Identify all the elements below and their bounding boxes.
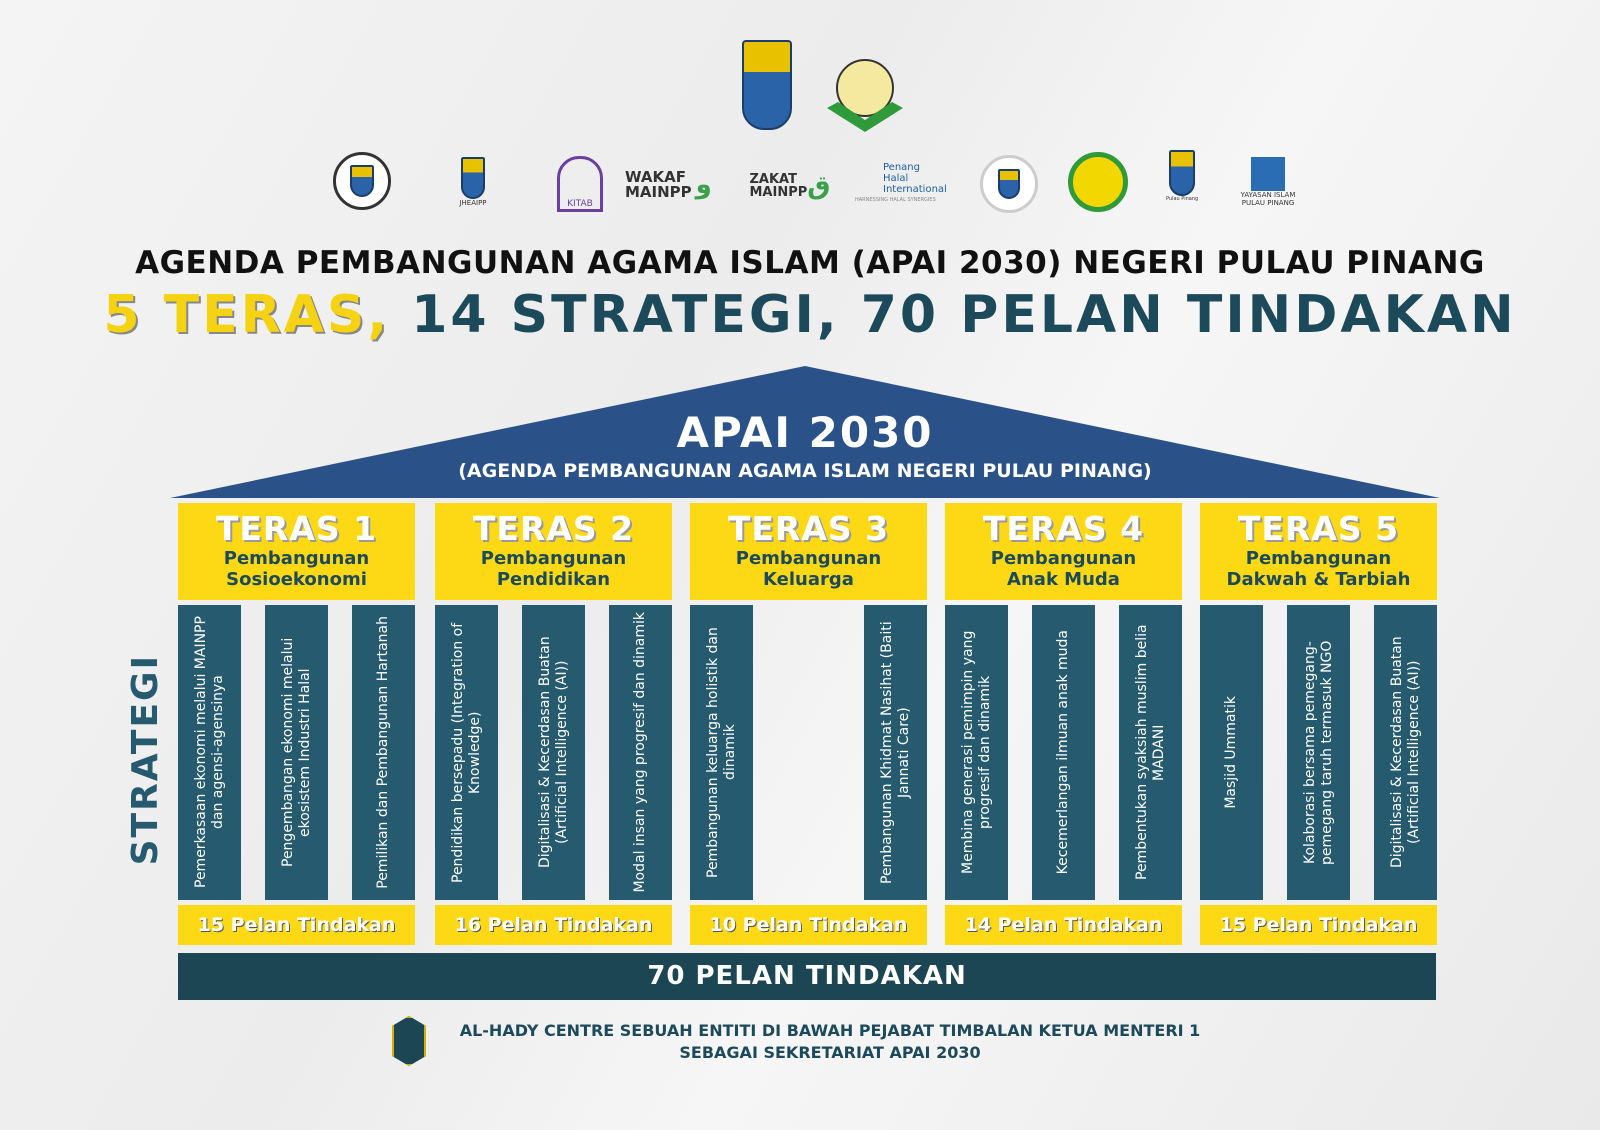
strategy-pillar: Pengembangan ekonomi melalui ekosistem I… [265,605,328,900]
strategy-text: Pengembangan ekonomi melalui ekosistem I… [279,637,313,868]
jksnpp-logo: Pulau Pinang [1166,150,1198,202]
strategy-pillar: Masjid Ummatik [1200,605,1263,900]
strategy-pillar: Pemerkasaan ekonomi melalui MAINPP dan a… [178,605,241,900]
subheadline: 5 TERAS, 14 STRATEGI, 70 PELAN TINDAKAN [103,285,1517,345]
footer-line2: SEBAGAI SEKRETARIAT APAI 2030 [679,1043,981,1062]
roof-pediment [170,366,1440,498]
pelan-tindakan-count: 16 Pelan Tindakan [435,905,672,945]
majlis-seal-logo [1068,152,1128,212]
strategy-pillar: Pemilikan dan Pembangunan Hartanah [352,605,415,900]
strategy-text: Pembangunan Khidmat Nasihat (Baiti Janna… [878,621,912,884]
strategi-label: STRATEGI [124,654,166,866]
teras-subtitle-2: Keluarga [763,569,854,590]
teras-subtitle-1: Pembangunan [480,548,627,569]
ptkm-seal-logo [333,152,391,210]
strategy-text: Modal insan yang progresif dan dinamik [632,612,648,893]
teras-subtitle-2: Pendidikan [496,569,611,590]
headline: AGENDA PEMBANGUNAN AGAMA ISLAM (APAI 203… [135,245,1485,281]
teras-1-header: TERAS 1 Pembangunan Sosioekonomi [178,503,415,600]
strategy-pillar: Digitalisasi & Kecerdasan Buatan (Artifi… [1374,605,1437,900]
kitab-logo: KITAB [557,156,603,212]
roof-title: APAI 2030 [676,408,934,457]
wakaf-mainpp-logo: WAKAF MAINPP و [625,168,712,201]
strategy-text: Digitalisasi & Kecerdasan Buatan (Artifi… [1388,636,1422,869]
teras-title: TERAS 2 [472,509,635,548]
teras-title: TERAS 5 [1237,509,1400,548]
strategy-pillar: Pendidikan bersepadu (Integration of Kno… [435,605,498,900]
strategy-text: Masjid Ummatik [1223,696,1239,809]
strategy-pillar: Modal insan yang progresif dan dinamik [609,605,672,900]
strategy-pillar: Kolaborasi bersama pemegang-pemegang tar… [1287,605,1350,900]
footer: AL-HADY CENTRE SEBUAH ENTITI DI BAWAH PE… [430,1020,1230,1064]
roof-subtitle: (AGENDA PEMBANGUNAN AGAMA ISLAM NEGERI P… [458,460,1152,482]
teras-title: TERAS 1 [215,509,378,548]
mainpp-logo [822,58,908,134]
penang-halal-international-logo: Penang Halal International HARNESSING HALAL… [855,162,947,203]
teras-subtitle-1: Pembangunan [223,548,370,569]
jheaipp-logo: JHEAIPP [418,150,528,214]
pelan-tindakan-count: 15 Pelan Tindakan [178,905,415,945]
teras-subtitle-2: Dakwah & Tarbiah [1226,569,1411,590]
strategy-pillar: Kecemerlangan ilmuan anak muda [1032,605,1095,900]
teras-4-header: TERAS 4 Pembangunan Anak Muda [945,503,1182,600]
strategy-text: Membina generasi pemimpin yang progresif… [959,630,993,875]
strategy-text: Digitalisasi & Kecerdasan Buatan (Artifi… [536,636,570,869]
strategy-text: Kolaborasi bersama pemegang-pemegang tar… [1301,640,1335,865]
footer-line1: AL-HADY CENTRE SEBUAH ENTITI DI BAWAH PE… [459,1021,1201,1040]
teras-title: TERAS 3 [727,509,890,548]
pelan-tindakan-count: 15 Pelan Tindakan [1200,905,1437,945]
strategy-text: Kecemerlangan ilmuan anak muda [1055,630,1071,875]
teras-subtitle-1: Pembangunan [735,548,882,569]
pelan-tindakan-count: 14 Pelan Tindakan [945,905,1182,945]
teras-subtitle-2: Anak Muda [1007,569,1120,590]
strategy-pillar: Pembangunan keluarga holistik dan dinami… [690,605,753,900]
zakat-mainpp-logo: ZAKAT MAINPP ق [749,170,831,201]
penang-crest-logo [742,40,792,130]
teras-3-header: TERAS 3 Pembangunan Keluarga [690,503,927,600]
teras-2-header: TERAS 2 Pembangunan Pendidikan [435,503,672,600]
teras-subtitle-2: Sosioekonomi [226,569,367,590]
teras-5-header: TERAS 5 Pembangunan Dakwah & Tarbiah [1200,503,1437,600]
strategy-pillar: Pembangunan Khidmat Nasihat (Baiti Janna… [864,605,927,900]
teras-subtitle-1: Pembangunan [1245,548,1392,569]
teras-subtitle-1: Pembangunan [990,548,1137,569]
strategy-text: Pemilikan dan Pembangunan Hartanah [375,616,391,889]
strategy-text: Pemerkasaan ekonomi melalui MAINPP dan a… [192,616,226,889]
yayasan-islam-logo: YAYASAN ISLAM PULAU PINANG [1238,152,1298,212]
pelan-tindakan-count: 10 Pelan Tindakan [690,905,927,945]
strategy-pillar: Digitalisasi & Kecerdasan Buatan (Artifi… [522,605,585,900]
strategy-text: Pembentukan syaksiah muslim belia MADANI [1133,624,1167,881]
total-pelan-tindakan: 70 PELAN TINDAKAN [178,953,1436,1000]
strategy-pillar: Pembentukan syaksiah muslim belia MADANI [1119,605,1182,900]
strategy-text: Pendidikan bersepadu (Integration of Kno… [449,622,483,883]
strategy-text: Pembangunan keluarga holistik dan dinami… [704,627,738,878]
mufti-seal-logo [980,155,1038,213]
al-hady-logo [392,1016,426,1066]
strategy-pillar: Membina generasi pemimpin yang progresif… [945,605,1008,900]
teras-title: TERAS 4 [982,509,1145,548]
